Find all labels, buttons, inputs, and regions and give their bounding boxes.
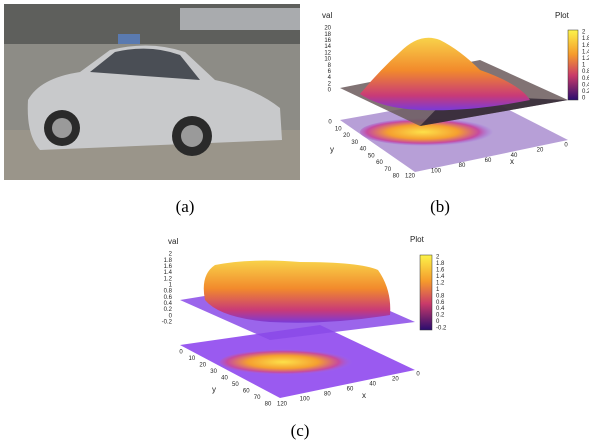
x-tick-label: 100 [300, 397, 311, 403]
x-tick-label: 0 [564, 143, 568, 149]
colorbar-tick-label: 1.4 [582, 49, 589, 55]
x-tick-label: 40 [369, 382, 376, 388]
z-tick-label: 1.6 [164, 264, 173, 270]
x-tick-label: 120 [277, 402, 288, 408]
y-tick-label: 40 [360, 147, 367, 153]
y-tick-label: 60 [376, 160, 383, 166]
colorbar-tick-label: 1 [582, 63, 586, 69]
z-tick-label: 1.4 [164, 270, 173, 276]
z-axis-label: val [168, 237, 178, 246]
colorbar-tick-label: 1.8 [582, 36, 589, 42]
z-tick-label: 6 [328, 69, 332, 75]
caption: (a) [176, 197, 195, 216]
colorbar-tick-label: 1.8 [436, 261, 445, 267]
z-tick-label: 0.4 [164, 301, 173, 307]
z-tick-label: 20 [324, 26, 331, 32]
car-photo [4, 4, 300, 180]
z-tick-label: 16 [324, 38, 331, 44]
y-tick-label: 20 [199, 363, 206, 369]
z-tick-label: 12 [324, 50, 331, 56]
colorbar-tick-label: 0.8 [436, 293, 445, 299]
y-axis-label: y [212, 385, 216, 394]
y-tick-label: 60 [243, 389, 250, 395]
z-tick-label: 1 [169, 282, 173, 288]
y-tick-label: 70 [254, 395, 261, 401]
colorbar-tick-label: 0 [436, 319, 440, 325]
colorbar-tick-label: 0.4 [436, 306, 445, 312]
y-tick-label: 80 [265, 402, 272, 408]
z-tick-label: 8 [328, 63, 332, 69]
z-axis-label: val [322, 11, 332, 20]
colorbar-tick-label: 0 [582, 96, 586, 102]
z-tick-label: 2 [328, 81, 332, 87]
x-tick-label: 60 [347, 387, 354, 393]
y-tick-label: 10 [189, 356, 196, 362]
y-tick-label: 30 [210, 369, 217, 375]
x-tick-label: 60 [485, 158, 492, 164]
colorbar-tick-label: 0.6 [436, 300, 445, 306]
figure: (a)(b)valPlotyx2018161412108642021.81.61… [0, 0, 589, 448]
colorbar-tick-label: 1.6 [436, 267, 445, 273]
z-tick-label: 1.2 [164, 276, 173, 282]
colorbar-tick-label: 0.2 [436, 313, 445, 319]
colorbar-title: Plot [410, 235, 425, 244]
x-tick-label: 100 [431, 168, 442, 174]
z-tick-label: 0 [328, 88, 332, 94]
colorbar-title: Plot [555, 11, 570, 20]
z-tick-label: 2 [169, 252, 173, 258]
colorbar-tick-label: 1.2 [436, 280, 445, 286]
y-axis-label: y [330, 145, 334, 154]
x-tick-label: 120 [405, 174, 416, 180]
z-tick-label: 0.8 [164, 289, 173, 295]
z-tick-label: 0.6 [164, 295, 173, 301]
y-tick-label: 70 [384, 167, 391, 173]
x-tick-label: 20 [392, 377, 399, 383]
colorbar-tick-label: 1.4 [436, 274, 445, 280]
colorbar-tick-label: 0.8 [582, 69, 589, 75]
y-tick-label: 50 [368, 153, 375, 159]
caption: (b) [430, 197, 450, 216]
colorbar-tick-label: 0.6 [582, 76, 589, 82]
colorbar-tick-label: 1.2 [582, 56, 589, 62]
y-tick-label: 40 [221, 376, 228, 382]
x-tick-label: 80 [459, 163, 466, 169]
colorbar-tick-label: 1.6 [582, 43, 589, 49]
x-axis-label: x [362, 391, 366, 400]
z-tick-label: 10 [324, 57, 331, 63]
y-tick-label: 80 [393, 174, 400, 180]
x-tick-label: 20 [537, 148, 544, 154]
y-tick-label: 20 [343, 133, 350, 139]
z-tick-label: 0.2 [164, 307, 173, 313]
colorbar-tick-label: -0.2 [436, 326, 447, 332]
x-tick-label: 80 [324, 392, 331, 398]
colorbar-tick-label: 1 [436, 287, 440, 293]
z-tick-label: -0.2 [162, 320, 173, 326]
y-tick-label: 0 [179, 350, 183, 356]
colorbar-tick-label: 0.4 [582, 82, 589, 88]
colorbar-tick-label: 2 [436, 255, 440, 261]
colorbar-tick-label: 2 [582, 30, 586, 36]
z-tick-label: 0 [169, 313, 173, 319]
caption: (c) [291, 421, 310, 440]
x-tick-label: 0 [416, 372, 420, 378]
z-tick-label: 4 [328, 75, 332, 81]
y-tick-label: 0 [328, 120, 332, 126]
colorbar-tick-label: 0.2 [582, 89, 589, 95]
x-tick-label: 40 [511, 153, 518, 159]
z-tick-label: 14 [324, 44, 331, 50]
y-tick-label: 30 [351, 140, 358, 146]
y-tick-label: 10 [335, 126, 342, 132]
y-tick-label: 50 [232, 382, 239, 388]
z-tick-label: 18 [324, 32, 331, 38]
z-tick-label: 1.8 [164, 258, 173, 264]
